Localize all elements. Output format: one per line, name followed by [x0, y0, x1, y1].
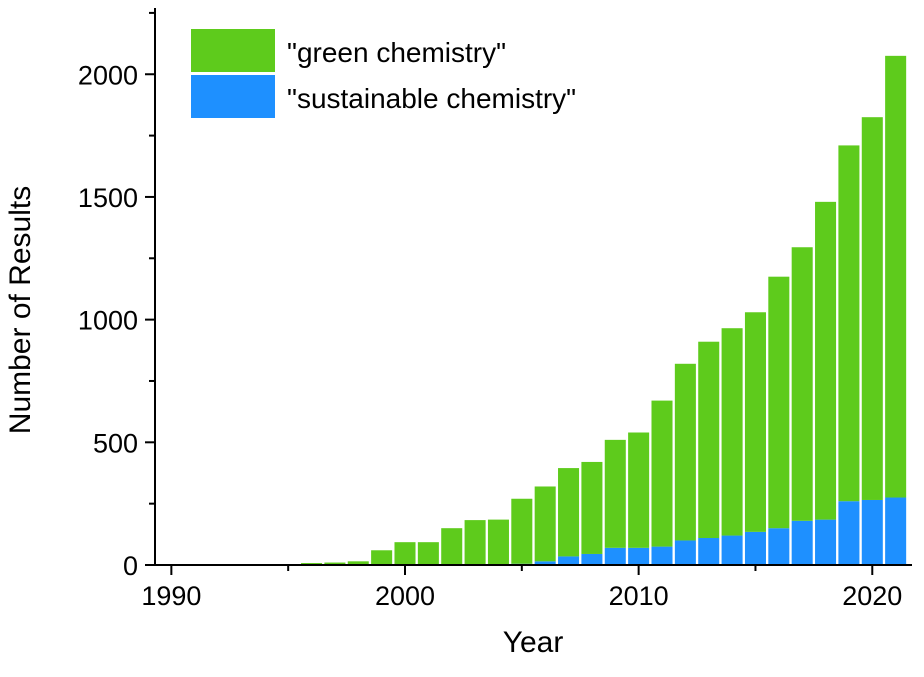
bar-green-chemistry-1999 [371, 550, 393, 565]
bar-green-chemistry-2012 [674, 363, 696, 541]
bar-sustainable-chemistry-2011 [651, 546, 673, 565]
bar-green-chemistry-2000 [394, 542, 416, 565]
bar-green-chemistry-1997 [324, 562, 346, 565]
bar-sustainable-chemistry-2006 [534, 561, 556, 565]
bar-sustainable-chemistry-2009 [604, 547, 626, 565]
x-tick-label-2010: 2010 [609, 581, 669, 611]
bar-sustainable-chemistry-2017 [791, 520, 813, 565]
y-axis-title: Number of Results [4, 186, 37, 434]
bar-green-chemistry-2008 [581, 461, 603, 554]
bar-green-chemistry-2015 [744, 312, 766, 532]
bar-sustainable-chemistry-2015 [744, 531, 766, 565]
bar-green-chemistry-2009 [604, 439, 626, 548]
bar-green-chemistry-2006 [534, 486, 556, 562]
legend-label-sustainable-chemistry: "sustainable chemistry" [287, 83, 576, 114]
legend: "green chemistry" "sustainable chemistry… [191, 29, 576, 118]
bar-sustainable-chemistry-2010 [628, 547, 650, 565]
legend-label-green-chemistry: "green chemistry" [287, 37, 506, 68]
bar-sustainable-chemistry-2008 [581, 553, 603, 565]
bar-sustainable-chemistry-2019 [838, 501, 860, 565]
bar-green-chemistry-2014 [721, 328, 743, 536]
bar-sustainable-chemistry-2012 [674, 540, 696, 565]
bar-green-chemistry-2004 [487, 519, 509, 565]
y-tick-label-1500: 1500 [78, 183, 138, 213]
x-axis-title: Year [503, 626, 564, 659]
y-tick-label-0: 0 [123, 551, 138, 581]
bar-sustainable-chemistry-2020 [861, 499, 883, 565]
bar-green-chemistry-2001 [417, 542, 439, 565]
bar-green-chemistry-2017 [791, 247, 813, 521]
x-tick-label-1990: 1990 [141, 581, 201, 611]
bar-green-chemistry-2011 [651, 400, 673, 547]
legend-swatch-green-chemistry [191, 29, 275, 72]
y-tick-label-2000: 2000 [78, 60, 138, 90]
axes [154, 8, 912, 566]
x-tick-label-2020: 2020 [842, 581, 902, 611]
bar-green-chemistry-2010 [628, 432, 650, 548]
ticks: 1990 2000 2010 2020 0 500 1000 1500 2000 [78, 11, 902, 611]
bar-green-chemistry-2005 [511, 498, 533, 564]
bar-green-chemistry-2019 [838, 145, 860, 502]
bar-sustainable-chemistry-2014 [721, 535, 743, 565]
bar-sustainable-chemistry-2013 [698, 538, 720, 565]
bar-sustainable-chemistry-2016 [768, 528, 790, 565]
y-tick-label-1000: 1000 [78, 306, 138, 336]
bar-green-chemistry-2016 [768, 276, 790, 529]
bars-layer [277, 55, 907, 565]
bar-green-chemistry-2003 [464, 520, 486, 565]
bar-green-chemistry-2021 [885, 55, 907, 498]
bar-sustainable-chemistry-2007 [558, 556, 580, 565]
legend-swatch-sustainable-chemistry [191, 75, 275, 118]
bar-green-chemistry-2007 [558, 468, 580, 557]
bar-green-chemistry-2020 [861, 117, 883, 500]
bar-sustainable-chemistry-2018 [815, 519, 837, 565]
x-tick-label-2000: 2000 [375, 581, 435, 611]
bar-green-chemistry-2013 [698, 341, 720, 539]
bar-green-chemistry-1998 [347, 561, 369, 565]
bar-sustainable-chemistry-2021 [885, 497, 907, 565]
bar-green-chemistry-2018 [815, 201, 837, 520]
bar-green-chemistry-2002 [441, 528, 463, 565]
y-tick-label-500: 500 [93, 428, 138, 458]
